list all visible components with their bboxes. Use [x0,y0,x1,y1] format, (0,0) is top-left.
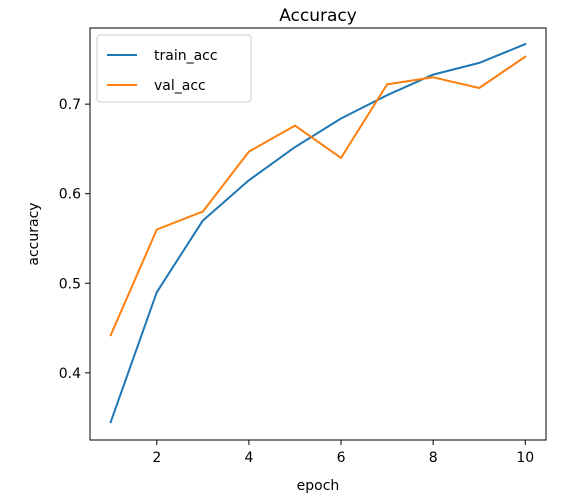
y-axis-label: accuracy [26,202,42,265]
x-axis-label: epoch [297,478,340,494]
x-tick-label: 10 [516,450,534,466]
y-tick-label: 0.4 [59,366,81,382]
x-tick-label: 4 [244,450,253,466]
x-tick-label: 8 [429,450,438,466]
legend-label-val-acc: val_acc [154,78,206,94]
series-layer [109,42,527,424]
y-tick-label: 0.6 [59,187,81,203]
series-line-train-acc [109,42,527,424]
y-axis-ticks: 0.4 0.5 0.6 0.7 [59,97,90,382]
x-axis-ticks: 2 4 6 8 10 [152,440,534,466]
legend-label-train-acc: train_acc [154,48,218,64]
series-line-val-acc [109,55,527,337]
legend: train_acc val_acc [96,34,252,103]
y-tick-label: 0.7 [59,97,81,113]
y-tick-label: 0.5 [59,276,81,292]
x-tick-label: 2 [152,450,161,466]
chart-title: Accuracy [279,6,357,26]
x-tick-label: 6 [337,450,346,466]
